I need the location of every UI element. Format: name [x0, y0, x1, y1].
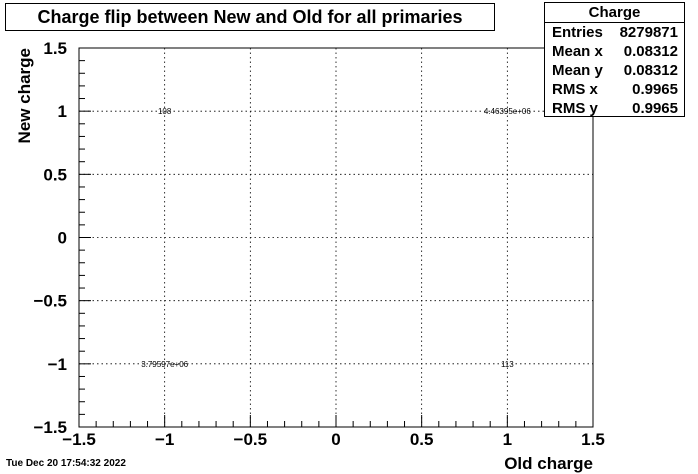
stats-row-rms-x: RMS x 0.9965 [545, 80, 684, 99]
x-tick-label: −1.5 [62, 430, 96, 449]
y-tick-label: −0.5 [33, 292, 67, 311]
stats-row-rms-y: RMS y 0.9965 [545, 99, 684, 118]
y-tick-label: 0 [58, 229, 67, 248]
stats-value: 0.08312 [623, 43, 678, 60]
y-tick-label: 1.5 [43, 39, 67, 58]
stats-label: Entries [552, 24, 603, 41]
x-tick-label: 1.5 [581, 430, 605, 449]
timestamp-footer: Tue Dec 20 17:54:32 2022 [6, 458, 126, 469]
stats-row-entries: Entries 8279871 [545, 23, 684, 42]
chart-title: Charge flip between New and Old for all … [5, 3, 495, 31]
y-axis-title: New charge [15, 48, 34, 143]
y-tick-label: −1 [48, 355, 67, 374]
stats-label: RMS y [552, 100, 598, 117]
stats-label: RMS x [552, 81, 598, 98]
stats-label: Mean x [552, 43, 603, 60]
y-tick-label: 1 [58, 102, 67, 121]
y-tick-label: −1.5 [33, 418, 67, 437]
stats-value: 8279871 [619, 24, 678, 41]
x-tick-label: 0 [331, 430, 340, 449]
stats-value: 0.9965 [632, 100, 678, 117]
stats-label: Mean y [552, 62, 603, 79]
cell-count-label: 3.79597e+06 [141, 360, 188, 369]
cell-count-label: 113 [501, 360, 514, 369]
cell-count-label: 108 [158, 107, 172, 116]
y-tick-label: 0.5 [43, 165, 67, 184]
x-axis-title: Old charge [504, 454, 593, 473]
stats-value: 0.9965 [632, 81, 678, 98]
x-tick-label: −0.5 [234, 430, 268, 449]
stats-row-mean-x: Mean x 0.08312 [545, 42, 684, 61]
x-tick-label: 0.5 [410, 430, 434, 449]
stats-box: Charge Entries 8279871 Mean x 0.08312 Me… [544, 2, 685, 117]
x-tick-label: −1 [155, 430, 174, 449]
x-tick-label: 1 [503, 430, 512, 449]
stats-header: Charge [545, 3, 684, 23]
cell-count-label: 4.46395e+06 [484, 107, 531, 116]
stats-value: 0.08312 [623, 62, 678, 79]
stats-row-mean-y: Mean y 0.08312 [545, 61, 684, 80]
